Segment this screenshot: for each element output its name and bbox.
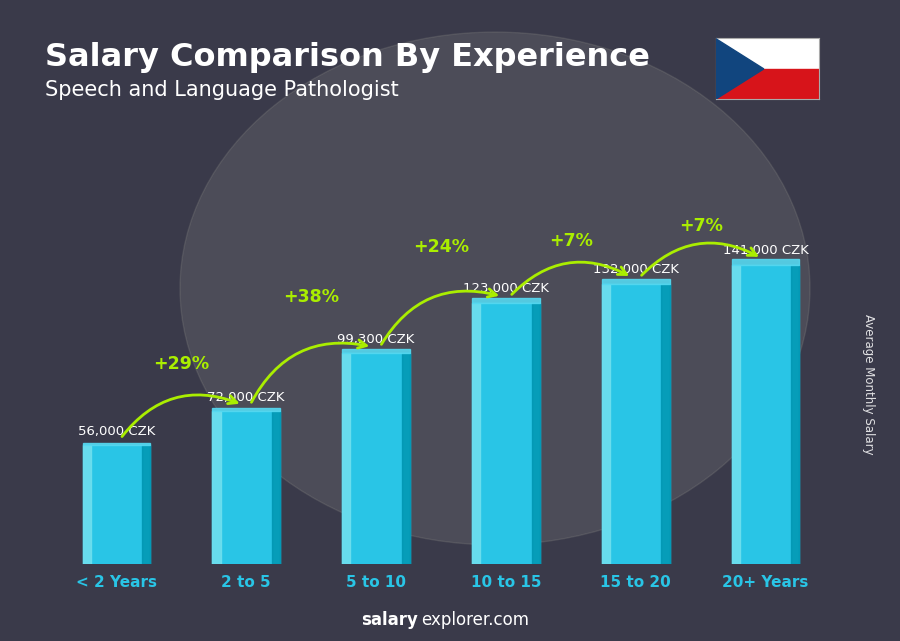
Text: 141,000 CZK: 141,000 CZK (723, 244, 808, 257)
Bar (602, 279, 670, 284)
Bar (602, 284, 670, 564)
Text: +7%: +7% (549, 231, 593, 249)
Bar (212, 411, 220, 564)
Bar (732, 265, 740, 564)
Bar (472, 303, 540, 564)
Text: +7%: +7% (679, 217, 723, 235)
Polygon shape (716, 38, 764, 99)
Bar (716, 69, 819, 99)
Bar (272, 411, 280, 564)
Text: Speech and Language Pathologist: Speech and Language Pathologist (45, 80, 399, 100)
Bar (142, 445, 150, 564)
Bar (83, 445, 91, 564)
Bar (732, 259, 799, 265)
Bar (716, 38, 819, 69)
Bar (212, 411, 280, 564)
Bar (791, 265, 799, 564)
Bar (472, 303, 481, 564)
Bar (662, 284, 670, 564)
Text: Salary Comparison By Experience: Salary Comparison By Experience (45, 42, 650, 72)
Bar (342, 353, 350, 564)
Text: salary: salary (362, 611, 418, 629)
Bar (401, 353, 410, 564)
Text: explorer.com: explorer.com (421, 611, 529, 629)
Bar (602, 284, 610, 564)
Bar (83, 445, 150, 564)
Text: 56,000 CZK: 56,000 CZK (77, 425, 155, 438)
Bar (83, 443, 150, 445)
Text: 72,000 CZK: 72,000 CZK (208, 390, 285, 404)
Text: +38%: +38% (284, 288, 339, 306)
Text: 123,000 CZK: 123,000 CZK (463, 282, 549, 296)
Bar (342, 353, 410, 564)
Text: Average Monthly Salary: Average Monthly Salary (862, 314, 875, 455)
Bar (342, 349, 410, 353)
Bar (212, 408, 280, 411)
Text: +24%: +24% (413, 238, 469, 256)
Bar (472, 298, 540, 303)
Text: +29%: +29% (153, 355, 210, 373)
Text: 132,000 CZK: 132,000 CZK (593, 263, 679, 276)
Text: 99,300 CZK: 99,300 CZK (338, 333, 415, 345)
Bar (732, 265, 799, 564)
Bar (532, 303, 540, 564)
